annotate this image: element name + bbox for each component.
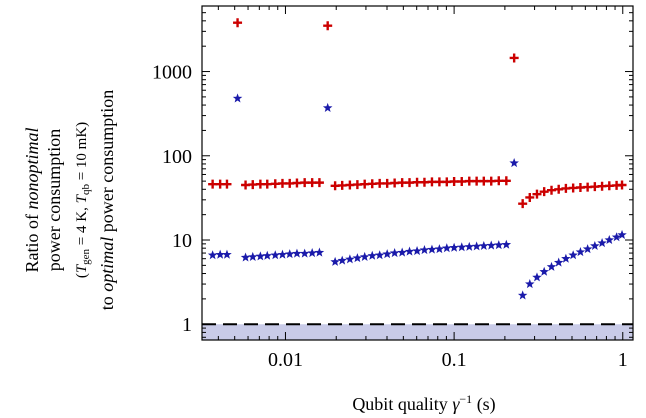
data-point-star	[322, 102, 333, 112]
data-point-star	[389, 248, 400, 258]
data-point-cross	[390, 178, 400, 188]
data-point-star	[457, 242, 467, 252]
data-point-cross	[449, 177, 459, 187]
data-point-star	[314, 247, 325, 257]
data-point-cross	[233, 18, 243, 28]
data-point-star	[590, 240, 600, 250]
data-point-star	[352, 253, 363, 263]
data-point-star	[232, 93, 243, 103]
data-point-star	[270, 250, 281, 260]
data-point-star	[553, 257, 564, 267]
data-point-cross	[405, 178, 415, 188]
data-point-star	[442, 243, 452, 253]
y-label-line-1: Ratio of nonoptimal	[22, 127, 42, 272]
data-point-cross	[208, 179, 218, 189]
data-point-star	[434, 244, 445, 254]
data-point-cross	[501, 176, 511, 186]
data-point-star	[427, 244, 437, 254]
data-point-cross	[494, 176, 504, 186]
data-point-cross	[539, 187, 549, 197]
data-point-star	[330, 256, 340, 266]
data-point-star	[345, 254, 355, 264]
data-point-star	[525, 279, 535, 289]
data-point-cross	[222, 179, 232, 189]
data-point-star	[517, 290, 528, 300]
data-point-star	[207, 250, 218, 260]
data-point-star	[277, 249, 288, 259]
plot-frame	[201, 5, 634, 341]
x-tick-label: 1	[618, 349, 628, 371]
data-point-cross	[486, 176, 496, 186]
x-tick-label: 0.01	[268, 349, 303, 371]
data-point-cross	[457, 177, 467, 187]
data-point-star	[494, 240, 504, 250]
data-point-cross	[617, 180, 627, 190]
y-tick-label: 1000	[152, 62, 192, 84]
data-point-star	[509, 158, 519, 168]
y-tick-label: 100	[162, 146, 192, 168]
data-point-star	[367, 250, 377, 260]
y-tick-label: 10	[172, 230, 192, 252]
data-point-cross	[509, 53, 519, 63]
data-point-star	[397, 247, 407, 257]
data-point-star	[597, 238, 607, 248]
data-point-star	[248, 251, 258, 261]
data-point-star	[561, 253, 571, 263]
data-point-star	[374, 250, 385, 260]
y-axis-label: Ratio of nonoptimal power consumption (T…	[22, 90, 117, 311]
data-point-star	[582, 244, 593, 254]
data-point-cross	[419, 177, 429, 187]
data-point-star	[419, 245, 430, 255]
data-point-cross	[525, 192, 535, 202]
data-point-star	[532, 272, 542, 282]
y-tick-label: 1	[182, 314, 192, 336]
data-point-star	[611, 232, 622, 242]
y-label-line-3: (Tgen = 4 K, Tqb = 10 mK)	[74, 122, 92, 278]
data-point-star	[382, 249, 392, 259]
data-point-cross	[360, 179, 370, 189]
data-point-star	[471, 241, 482, 251]
data-point-star	[464, 241, 475, 251]
data-point-cross	[262, 179, 272, 189]
data-point-star	[617, 229, 627, 239]
data-point-star	[255, 251, 266, 261]
data-point-star	[284, 249, 295, 259]
data-point-star	[240, 252, 251, 262]
data-point-star	[307, 248, 317, 258]
data-point-cross	[314, 178, 324, 188]
data-point-cross	[345, 180, 355, 190]
data-point-star	[449, 242, 459, 252]
data-point-star	[299, 248, 310, 258]
data-point-cross	[292, 178, 302, 188]
data-point-star	[359, 251, 370, 261]
reference-shade	[202, 324, 633, 340]
data-point-star	[412, 246, 422, 256]
data-point-star	[604, 235, 615, 245]
x-tick-label: 0.1	[442, 349, 467, 371]
data-point-star	[539, 266, 549, 276]
data-point-star	[337, 255, 347, 265]
data-point-cross	[323, 21, 333, 31]
data-point-star	[501, 239, 512, 249]
data-point-star	[222, 249, 232, 259]
data-point-cross	[248, 180, 258, 190]
data-point-star	[479, 240, 489, 250]
y-label-line-2: power consumption	[44, 129, 64, 271]
data-point-star	[575, 247, 586, 257]
data-point-star	[292, 248, 302, 258]
x-axis-label: Qubit quality γ−1 (s)	[352, 392, 495, 415]
y-label-line-4: to optimal power consumption	[97, 90, 117, 311]
plot-area: 0.01 0.1 1 1 10 100 1000	[152, 5, 634, 371]
data-point-star	[546, 261, 557, 271]
data-point-star	[486, 240, 496, 250]
data-point-star	[215, 249, 225, 259]
data-point-star	[262, 250, 273, 260]
data-point-cross	[337, 180, 347, 190]
data-point-star	[568, 250, 578, 260]
data-point-star	[404, 246, 415, 256]
data-point-cross	[518, 199, 528, 209]
data-point-cross	[532, 189, 542, 199]
